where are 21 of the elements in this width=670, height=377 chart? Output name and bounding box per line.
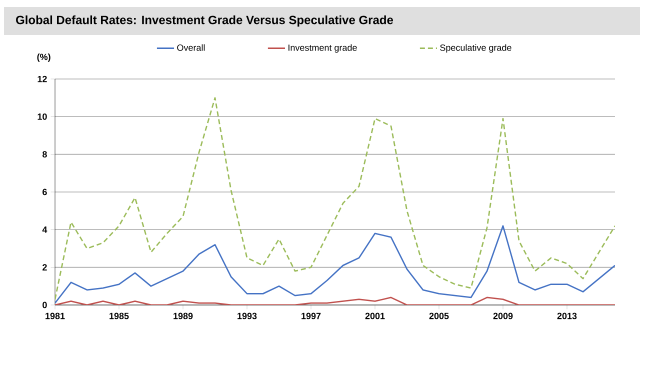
y-axis-title: (%) [37,54,50,62]
x-tick-label: 2009 [493,312,513,320]
x-tick-label: 1981 [46,312,65,320]
x-tick-label: 1997 [302,312,321,320]
x-tick-label: 2013 [557,312,577,320]
chart-title: Global Default Rates: Investment Grade Versus Speculative Grade [16,15,394,27]
legend-label: Overall [177,44,205,51]
y-tick-label: 0 [42,302,47,308]
y-tick-label: 8 [42,151,47,158]
legend-label: Speculative grade [440,44,512,53]
x-tick-label: 1985 [110,312,129,320]
x-tick-label: 2005 [429,312,449,320]
y-tick-label: 10 [38,113,47,120]
x-tick-label: 1993 [238,312,257,320]
x-tick-label: 1989 [174,312,193,320]
x-tick-label: 2001 [365,312,385,320]
legend-label: Investment grade [288,44,357,53]
y-tick-label: 6 [42,188,47,196]
y-tick-label: 4 [42,226,48,233]
y-tick-label: 2 [42,264,47,270]
y-tick-label: 12 [38,76,47,82]
